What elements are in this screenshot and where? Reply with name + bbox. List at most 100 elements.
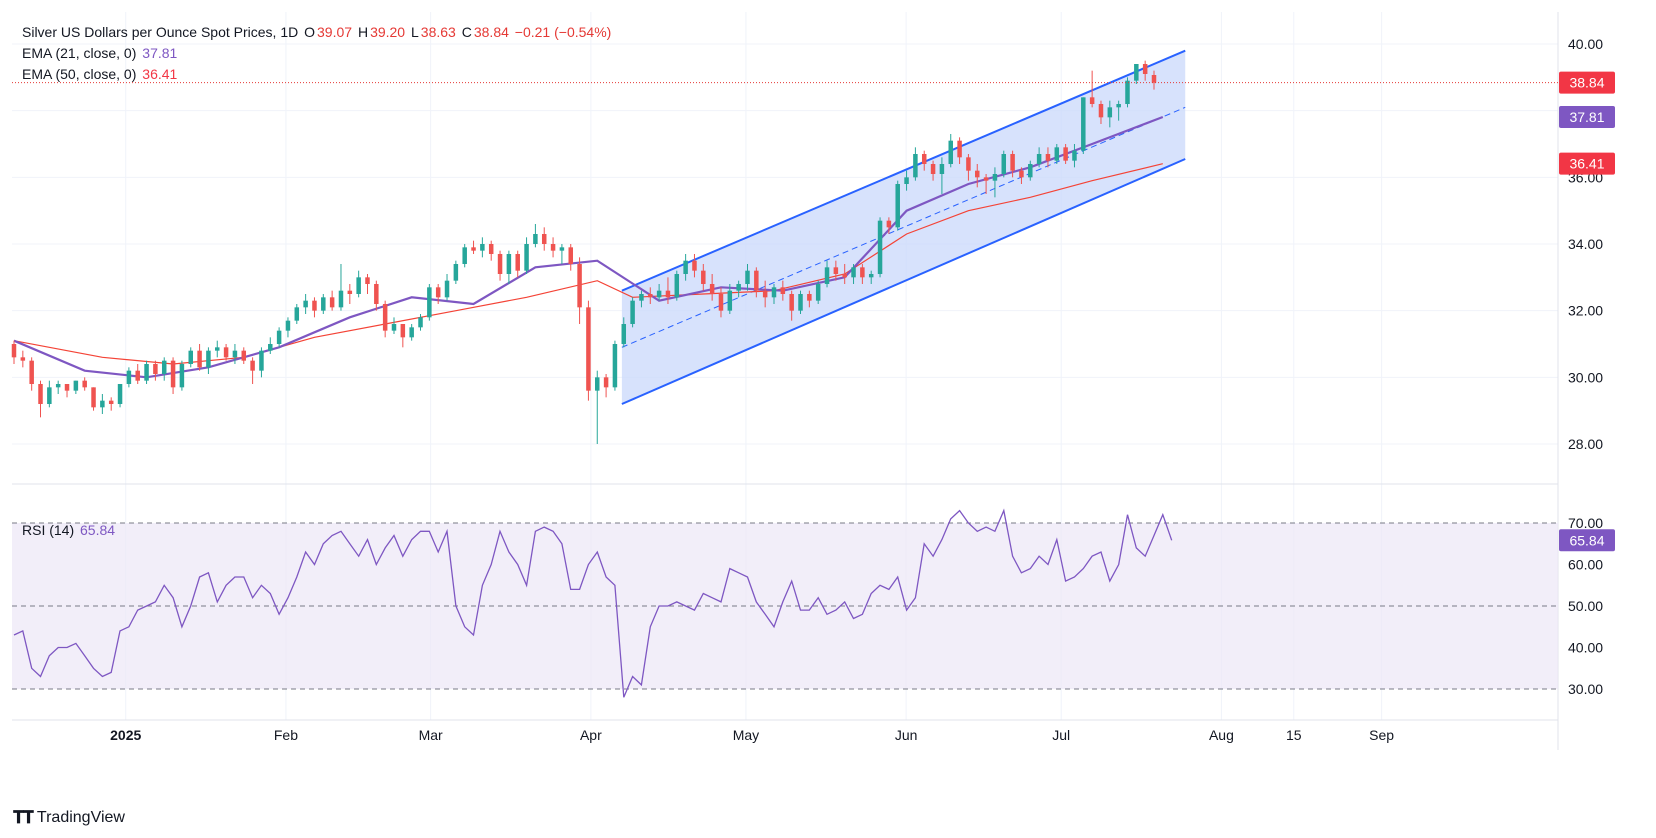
- candle-body: [82, 380, 87, 388]
- candle-body: [771, 287, 777, 298]
- candle-body: [842, 274, 847, 278]
- candle-body: [701, 270, 706, 284]
- time-tick-label: Aug: [1209, 727, 1234, 743]
- candle-body: [38, 384, 43, 404]
- candle-body: [798, 294, 803, 311]
- candle-body: [913, 154, 918, 178]
- candle-body: [268, 344, 273, 351]
- candle-body: [524, 244, 529, 271]
- rsi-tick-label: 40.00: [1568, 640, 1603, 656]
- candle-body: [727, 290, 733, 311]
- candle-body: [356, 277, 361, 294]
- candle-body: [488, 244, 494, 254]
- tradingview-brand[interactable]: 𝐓𝐓 TradingView: [13, 808, 125, 828]
- candle-body: [1089, 97, 1095, 104]
- candle-body: [621, 324, 627, 344]
- candle-body: [64, 384, 70, 391]
- low-value: 38.63: [420, 24, 456, 40]
- candle-body: [506, 254, 512, 274]
- candle-body: [197, 350, 202, 368]
- candle-body: [824, 267, 830, 284]
- candle-body: [409, 327, 414, 338]
- candle-body: [1081, 97, 1086, 151]
- close-value: 38.84: [473, 24, 509, 40]
- candle-body: [868, 274, 874, 278]
- rsi-label: RSI (14): [22, 522, 75, 538]
- candle-body: [321, 297, 326, 311]
- price-tick-label: 30.00: [1568, 369, 1603, 385]
- candle-body: [276, 330, 282, 344]
- candle-body: [904, 177, 909, 184]
- candle-body: [462, 247, 467, 264]
- candle-body: [745, 270, 750, 284]
- candle-body: [347, 290, 353, 294]
- price-tick-label: 28.00: [1568, 436, 1603, 452]
- candle-body: [807, 294, 812, 301]
- candle-body: [427, 287, 432, 318]
- candle-body: [1001, 154, 1007, 174]
- candle-body: [586, 307, 591, 391]
- candle-body: [400, 324, 406, 338]
- candle-body: [144, 364, 149, 381]
- candle-body: [20, 357, 26, 361]
- candle-body: [250, 360, 255, 371]
- channel-fill: [621, 50, 1186, 405]
- candle-body: [1151, 75, 1157, 83]
- open-value: 39.07: [317, 24, 353, 40]
- rsi-legend[interactable]: RSI (14) 65.84: [22, 522, 117, 538]
- rsi-last-label: 65.84: [1569, 532, 1604, 548]
- rsi-tick-label: 70.00: [1568, 515, 1603, 531]
- candle-body: [471, 247, 476, 251]
- candle-body: [550, 244, 556, 251]
- candle-body: [568, 247, 573, 264]
- symbol-legend[interactable]: Silver US Dollars per Ounce Spot Prices,…: [22, 24, 613, 40]
- candle-body: [312, 300, 317, 311]
- candle-body: [877, 220, 883, 274]
- candle-body: [851, 267, 856, 278]
- channel-upper-line: [621, 49, 1186, 292]
- candle-body: [47, 387, 52, 404]
- ema50-legend[interactable]: EMA (50, close, 0) 36.41: [22, 66, 179, 82]
- candle-body: [639, 294, 644, 301]
- candle-body: [595, 377, 600, 391]
- candle-body: [444, 280, 450, 298]
- candle-body: [29, 360, 34, 384]
- time-tick-label: Jul: [1052, 727, 1070, 743]
- ema21-legend[interactable]: EMA (21, close, 0) 37.81: [22, 45, 179, 61]
- candle-body: [382, 304, 388, 331]
- candle-body: [223, 347, 229, 358]
- price-tick-label: 34.00: [1568, 236, 1603, 252]
- low-label: L: [411, 24, 419, 40]
- candle-body: [709, 284, 715, 294]
- time-tick-label: Jun: [895, 727, 918, 743]
- candle-body: [170, 360, 176, 388]
- candle-body: [1098, 104, 1104, 118]
- candle-body: [73, 380, 79, 391]
- candle-body: [285, 320, 291, 331]
- time-axis[interactable]: 2025 Feb Mar Apr May Jun Jul Aug 15 Sep: [110, 727, 1394, 743]
- candle-body: [966, 157, 971, 171]
- candle-body: [630, 300, 635, 324]
- candle-body: [992, 174, 998, 181]
- candle-body: [453, 264, 459, 281]
- rsi-tick-label: 60.00: [1568, 557, 1603, 573]
- candle-body: [391, 324, 397, 331]
- symbol-title: Silver US Dollars per Ounce Spot Prices,…: [22, 24, 299, 40]
- change-value: −0.21 (−0.54%): [514, 24, 612, 40]
- price-label-bg: [1559, 152, 1615, 175]
- candle-body: [975, 170, 980, 178]
- candle-body: [762, 290, 768, 298]
- candle-body: [1045, 154, 1051, 161]
- regression-channel[interactable]: [621, 49, 1186, 405]
- channel-lower-line: [621, 158, 1186, 405]
- candle-body: [533, 234, 538, 244]
- candle-body: [374, 284, 379, 304]
- candle-body: [1107, 107, 1113, 118]
- candle-body: [1028, 164, 1033, 178]
- candle-body: [117, 384, 123, 404]
- candle-body: [418, 317, 423, 328]
- price-label: 37.81: [1569, 109, 1604, 125]
- candle-body: [612, 344, 618, 388]
